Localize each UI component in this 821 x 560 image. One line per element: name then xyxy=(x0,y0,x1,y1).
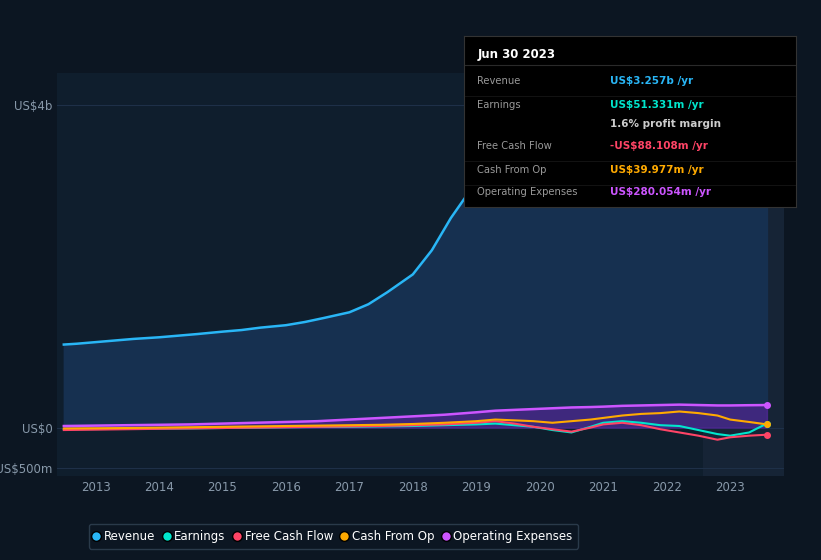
Text: -US$88.108m /yr: -US$88.108m /yr xyxy=(610,141,708,151)
Text: US$39.977m /yr: US$39.977m /yr xyxy=(610,165,704,175)
Legend: Revenue, Earnings, Free Cash Flow, Cash From Op, Operating Expenses: Revenue, Earnings, Free Cash Flow, Cash … xyxy=(89,524,579,549)
Bar xyxy=(704,73,784,476)
Text: US$51.331m /yr: US$51.331m /yr xyxy=(610,100,704,110)
Text: Jun 30 2023: Jun 30 2023 xyxy=(477,48,555,62)
Text: US$280.054m /yr: US$280.054m /yr xyxy=(610,187,711,197)
Text: Operating Expenses: Operating Expenses xyxy=(477,187,578,197)
Text: Free Cash Flow: Free Cash Flow xyxy=(477,141,552,151)
Text: Revenue: Revenue xyxy=(477,76,521,86)
Text: Earnings: Earnings xyxy=(477,100,521,110)
Text: 1.6% profit margin: 1.6% profit margin xyxy=(610,119,721,128)
Text: Cash From Op: Cash From Op xyxy=(477,165,547,175)
Text: US$3.257b /yr: US$3.257b /yr xyxy=(610,76,693,86)
